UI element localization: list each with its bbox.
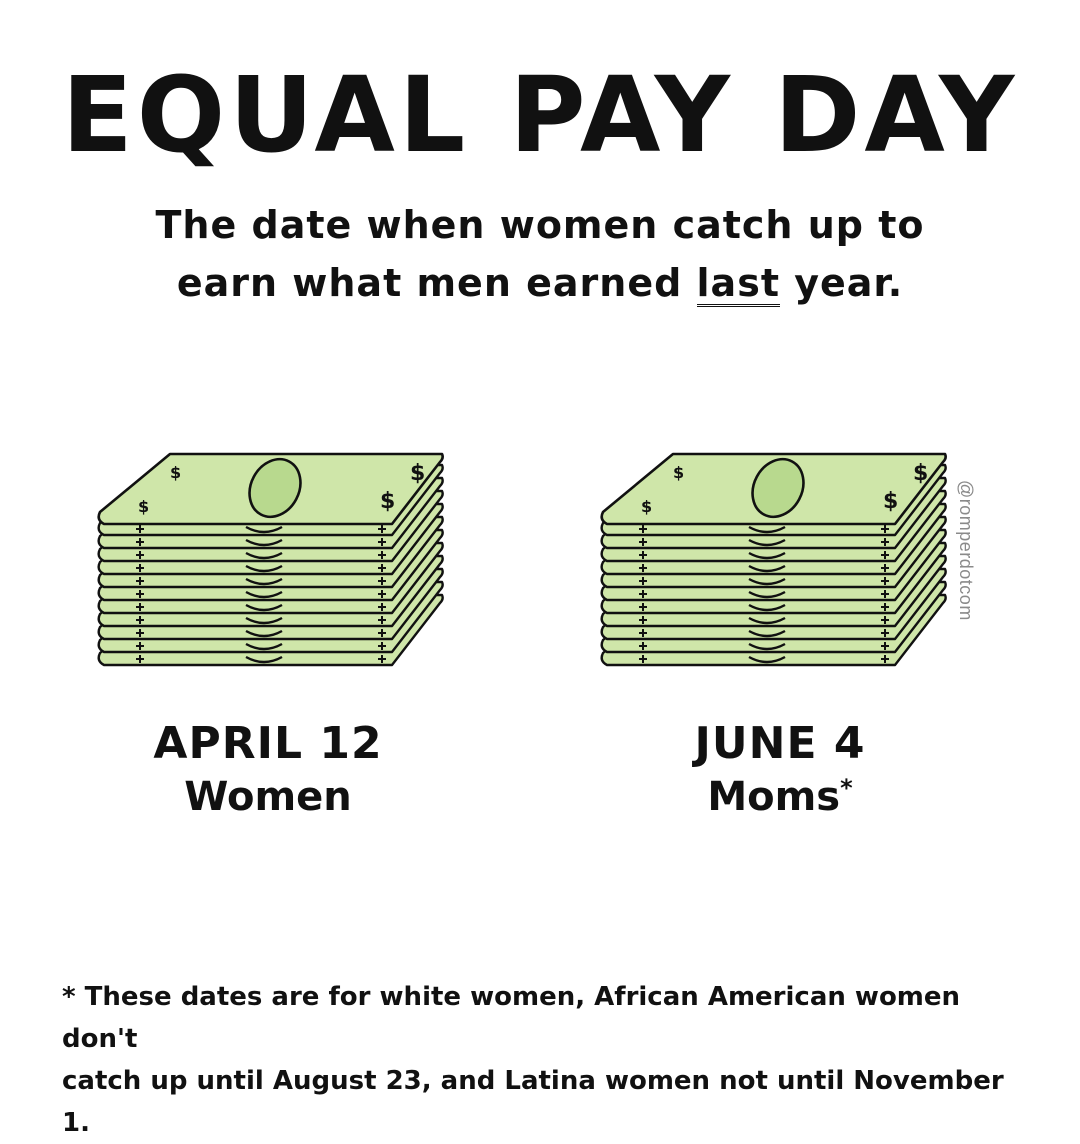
top-bill: $ $ $ $ [600,452,947,526]
dollar-sign-icon: $ [410,461,425,486]
dollar-sign-icon: $ [641,497,652,516]
money-stack-drawing: $ $ $ $ [600,452,947,667]
subtitle-line-2: earn what men earned last year. [140,254,940,312]
moms-label-text: Moms [707,774,841,820]
page-title: EQUAL PAY DAY [61,54,1019,176]
dollar-sign-icon: $ [138,497,149,516]
women-label: Women [184,774,352,820]
asterisk-marker: * [840,774,853,802]
subtitle-emphasis: last [696,261,780,307]
money-stack-icon: $ $ $ $ [595,450,955,700]
dollar-sign-icon: $ [380,489,395,514]
social-handle: @romperdotcom [956,480,976,621]
money-stack-icon: $ $ $ $ [92,450,452,700]
footnote-line-2: catch up until August 23, and Latina wom… [62,1066,1004,1138]
footnote: * These dates are for white women, Afric… [62,976,1022,1144]
dollar-sign-icon: $ [170,463,181,482]
dollar-sign-icon: $ [673,463,684,482]
women-date: APRIL 12 [153,718,383,769]
dollar-sign-icon: $ [913,461,928,486]
subtitle: The date when women catch up to earn wha… [140,196,940,312]
dollar-sign-icon: $ [883,489,898,514]
subtitle-line-2-start: earn what men earned [176,261,697,305]
subtitle-line-2-end: year. [779,261,904,305]
moms-date: JUNE 4 [694,718,866,769]
money-stack-drawing: $ $ $ $ [97,452,444,667]
subtitle-line-1: The date when women catch up to [155,203,925,247]
moms-label: Moms* [630,774,930,820]
footnote-line-1: * These dates are for white women, Afric… [62,982,961,1054]
top-bill: $ $ $ $ [97,452,444,526]
